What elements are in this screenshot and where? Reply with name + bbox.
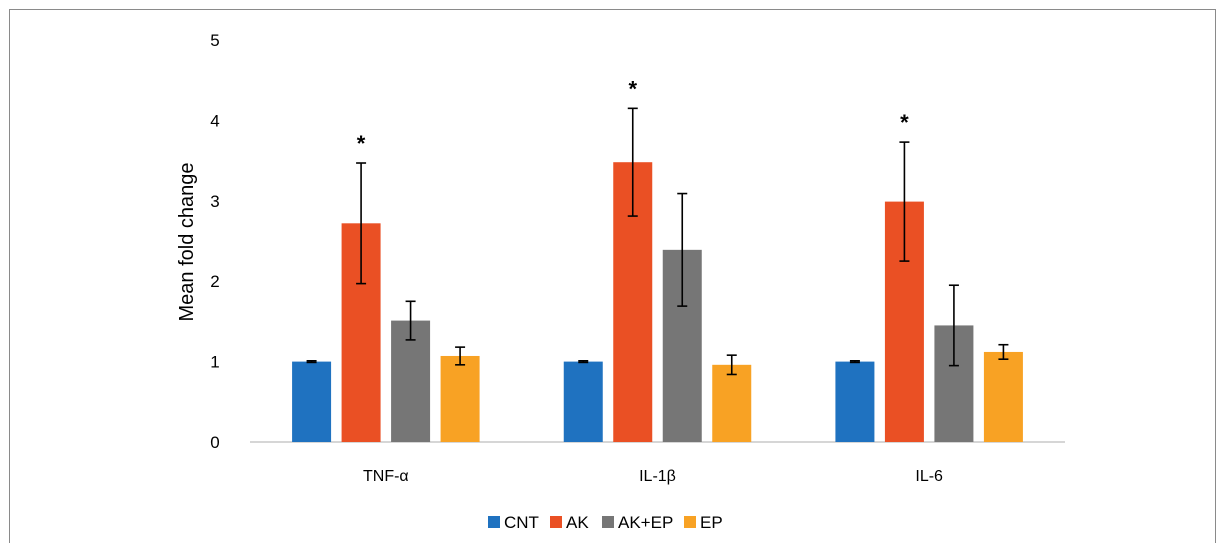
chart-frame [9,9,1216,543]
legend-label: CNT [504,513,539,532]
y-tick-label: 4 [210,111,219,130]
y-tick-label: 2 [210,272,219,291]
y-axis-ticks: 0 1 2 3 4 5 [210,31,219,452]
significance-star: * [628,76,637,101]
legend-swatch-ak-ep [602,516,614,528]
bar-cnt-0 [292,361,332,442]
legend-swatch-ak [550,516,562,528]
x-axis-categories: TNF-α IL-1β IL-6 [363,468,943,485]
bar-ep-1 [712,364,752,442]
significance-star: * [900,110,909,135]
bars-group [292,162,1023,442]
annotations-group: * * * [357,76,909,156]
bar-ak-ep-0 [391,320,431,442]
y-tick-label: 3 [210,192,219,211]
legend-swatch-ep [684,516,696,528]
bar-cnt-2 [835,361,875,442]
x-category-label: IL-1β [639,468,676,485]
significance-star: * [357,131,366,156]
legend-label: EP [700,513,723,532]
bar-ep-2 [983,351,1023,442]
y-axis-label: Mean fold change [176,162,198,321]
y-tick-label: 0 [210,433,219,452]
bar-ep-0 [440,355,480,442]
x-category-label: TNF-α [363,468,409,485]
y-tick-label: 5 [210,31,219,50]
legend-label: AK+EP [618,513,673,532]
bar-cnt-1 [563,361,603,442]
legend-label: AK [566,513,589,532]
x-category-label: IL-6 [915,468,943,485]
y-tick-label: 1 [210,353,219,372]
error-bars-group [306,107,1009,376]
legend-swatch-cnt [488,516,500,528]
legend: CNT AK AK+EP EP [488,513,723,532]
